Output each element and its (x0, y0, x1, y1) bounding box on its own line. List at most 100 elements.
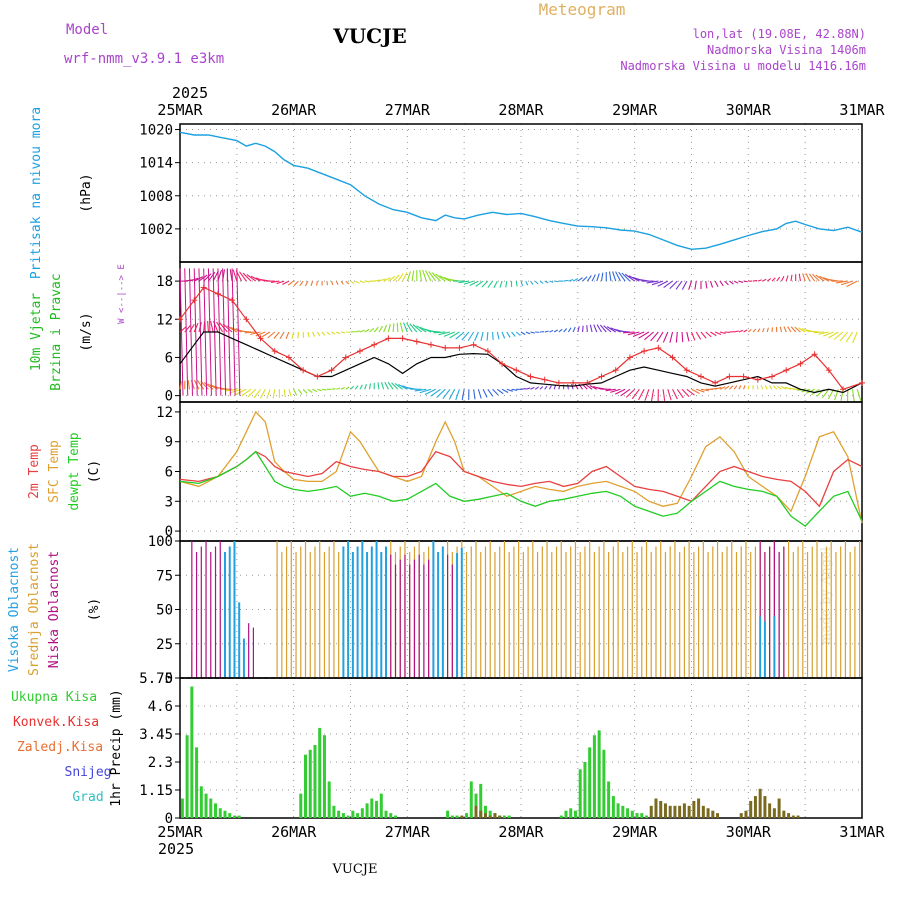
precip-total-bar (318, 727, 322, 818)
wind-vector (667, 389, 672, 401)
wind-vector (340, 387, 345, 390)
wind-vector (553, 329, 559, 333)
wind-ylabel-2: Brzina i Pravac (49, 273, 64, 390)
wind-vector (572, 326, 576, 333)
wind-vector (425, 270, 432, 282)
wind-vector (650, 331, 659, 342)
precip-total-bar (583, 762, 587, 818)
wind-vector (681, 388, 690, 397)
precip-total-bar (645, 815, 649, 818)
y-tick-label: 12 (156, 405, 173, 421)
legend-total-rain: Ukupna Kisa (11, 690, 97, 705)
wind-vector (690, 331, 696, 341)
wind-vector (549, 329, 554, 333)
precip-total-bar (465, 813, 469, 818)
legend-hail: Grad (72, 790, 103, 805)
wind-vector (852, 331, 858, 344)
wind-vector (694, 281, 697, 290)
wind-vector (411, 270, 415, 282)
wind-vector (197, 380, 205, 390)
wind-vector (700, 388, 709, 392)
precip-total-bar (630, 810, 634, 818)
wind-vector (435, 273, 446, 282)
station-elevation: Nadmorska Visina 1406m (707, 43, 866, 57)
x-tick-label-top: 29MAR (612, 101, 658, 119)
wind-vector (443, 331, 455, 337)
wind-vector (480, 331, 484, 341)
wind-vector (650, 389, 655, 402)
wind-vector (787, 326, 792, 333)
wind-vector (836, 280, 848, 284)
precip-total-bar (185, 735, 189, 818)
wind-vector (644, 331, 654, 341)
wind-vector (331, 331, 336, 335)
wind-vector (299, 280, 304, 287)
temp-dew-line (179, 450, 863, 527)
x-axis-bottom: 25MAR 26MAR 27MAR 28MAR 29MAR 30MAR 31MAR (157, 823, 885, 841)
x-tick-label-top: 30MAR (726, 101, 772, 119)
wind-vector (705, 331, 712, 338)
wind-vector (383, 324, 388, 333)
wind-vector (287, 280, 294, 286)
precip-total-bar (370, 798, 374, 818)
x-tick-label-bottom: 28MAR (498, 823, 544, 841)
wind-vector (424, 388, 436, 396)
wind-vector (757, 279, 762, 282)
wind-vector (780, 386, 787, 390)
wind-vector (743, 280, 748, 283)
wind-vector (520, 331, 526, 336)
wind-vector (474, 331, 479, 342)
wind-vector (669, 331, 674, 343)
wind-vector (714, 280, 719, 287)
model-name: wrf-nmm_v3.9.1 e3km (64, 51, 224, 67)
wind-vector (734, 330, 739, 333)
wind-vector (496, 388, 504, 395)
wind-vector (577, 326, 580, 333)
wind-vector (813, 331, 825, 334)
precip-frozen-bar (498, 815, 502, 818)
precip-total-bar (474, 793, 478, 818)
y-tick-label: 1008 (139, 189, 173, 205)
wind-vector (805, 273, 811, 282)
precip-total-bar (597, 730, 601, 818)
wind-vector (345, 280, 350, 285)
wind-vector (354, 385, 359, 390)
wind-vector (198, 274, 208, 282)
wind-vector (511, 388, 518, 391)
legend-freezing-rain: Zaledj.Kisa (17, 740, 103, 755)
wind-vector (283, 389, 286, 398)
wind-vector (638, 331, 650, 339)
wind-vector (827, 389, 835, 400)
wind-vector (387, 381, 394, 390)
x-tick-label-top: 27MAR (385, 101, 431, 119)
wind-vector (247, 388, 257, 398)
wind-vector (563, 328, 568, 333)
wind-vector (461, 389, 465, 401)
wind-vector (467, 331, 475, 341)
wind-vector (544, 280, 549, 284)
precip-total-bar (455, 815, 459, 818)
wind-vector (392, 323, 395, 333)
wind-vector (747, 385, 750, 390)
wind-vector (207, 320, 209, 333)
precip-total-bar (337, 810, 341, 818)
wind-vector (226, 268, 231, 396)
wind-vector (771, 277, 776, 282)
precip-frozen-bar (649, 805, 653, 818)
wind-vector (501, 331, 506, 339)
wind-vector (608, 271, 612, 282)
wind-vector (310, 280, 314, 286)
precip-frozen-bar (493, 813, 497, 818)
wind-vector (620, 388, 631, 397)
wind-vector (586, 275, 592, 282)
y-tick-label: 12 (156, 312, 173, 328)
wind-vector (798, 327, 806, 333)
precip-frozen-bar (711, 810, 715, 818)
precip-total-bar (507, 815, 511, 818)
wind-vector (406, 322, 413, 333)
wind-ylabel-1: 10m Vjetar (29, 293, 44, 371)
wind-vector (402, 272, 408, 282)
wind-speed-line (179, 331, 863, 394)
pressure-ylabel: Pritisak na nivou mora (29, 107, 44, 279)
precip-frozen-bar (668, 805, 672, 818)
